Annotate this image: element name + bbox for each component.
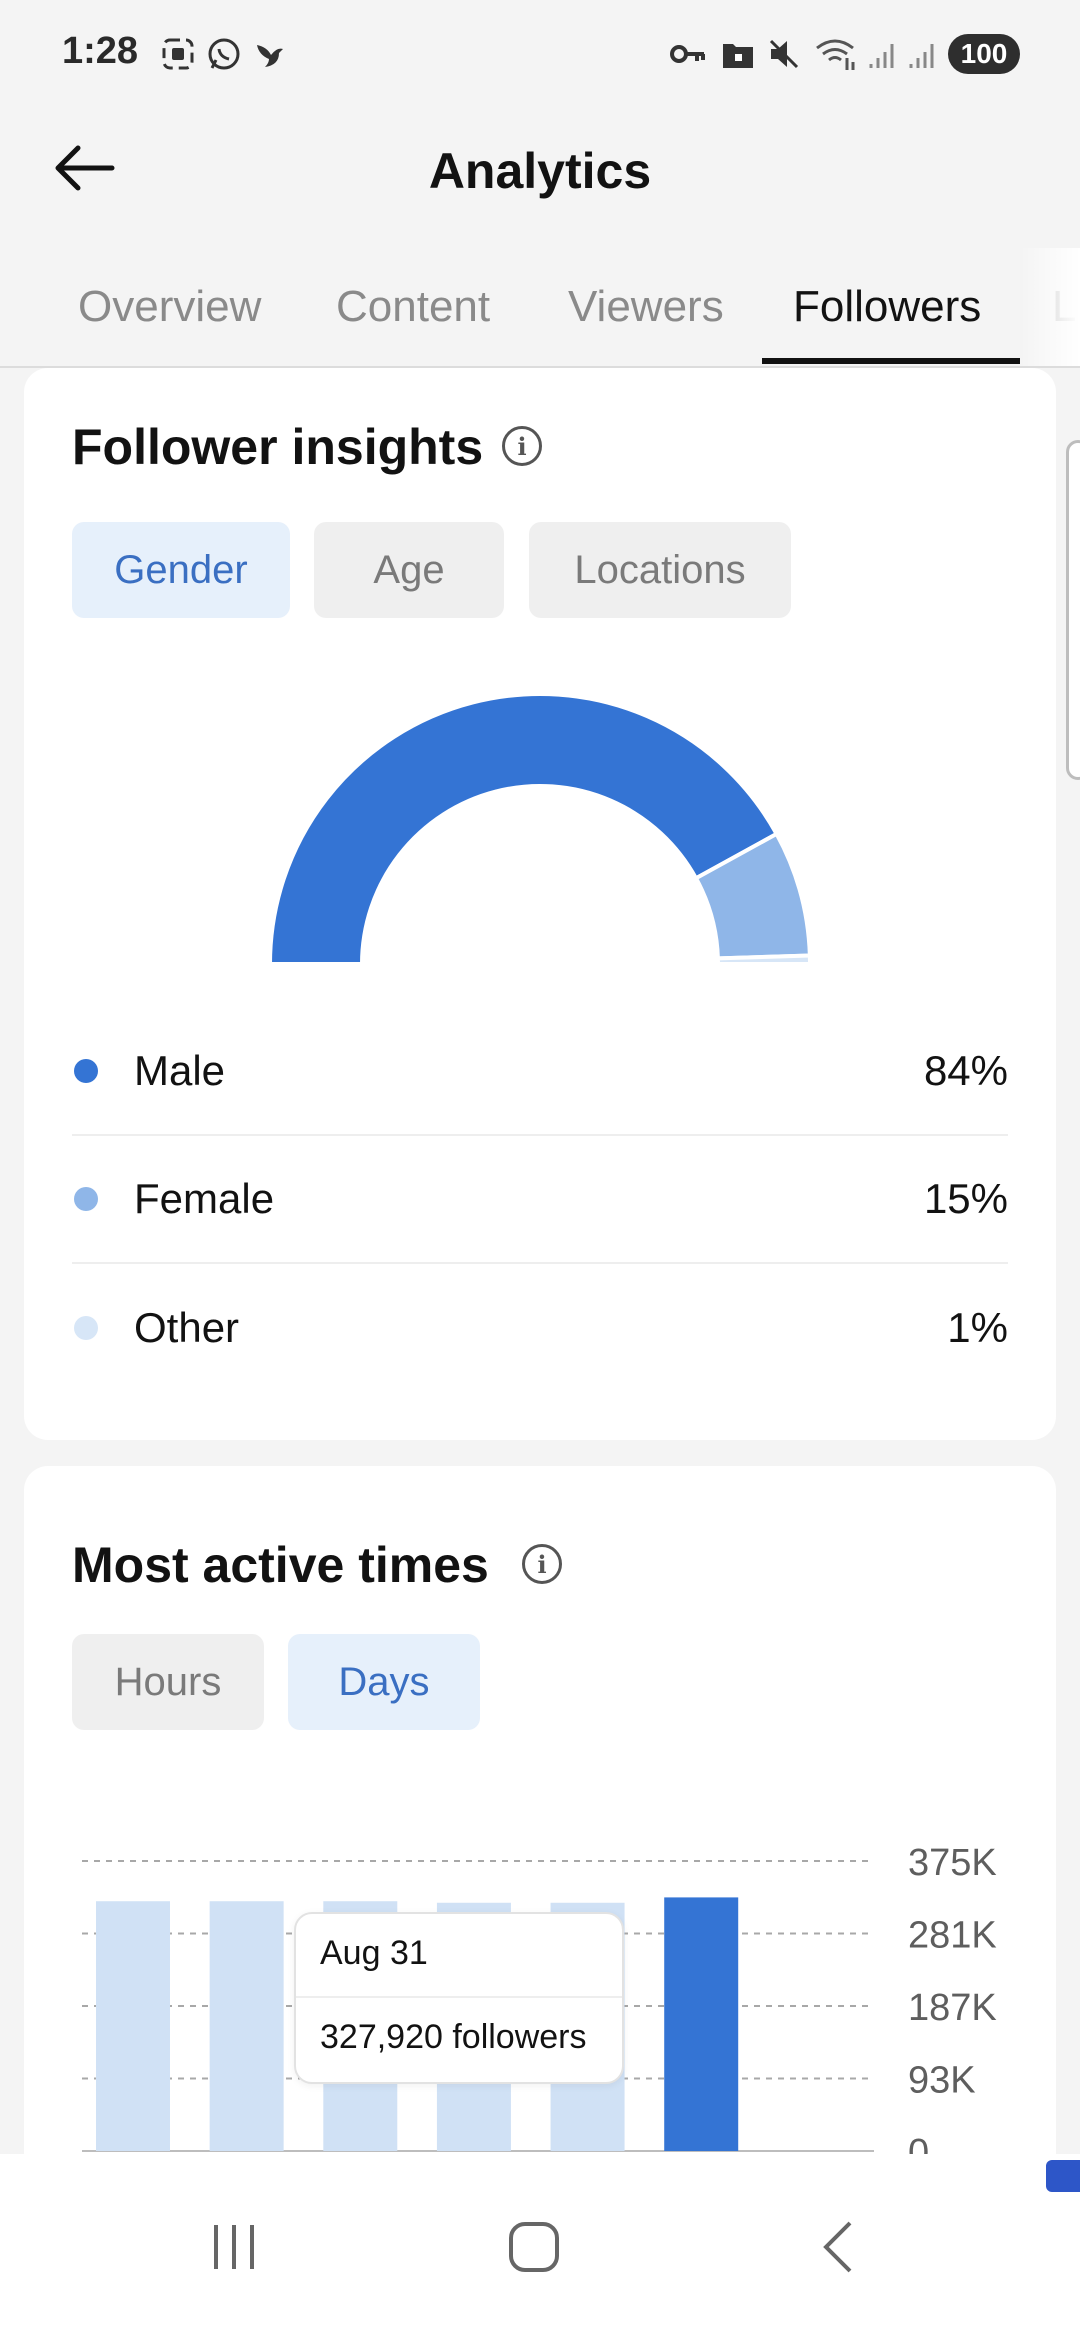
chart-tooltip: Aug 31 327,920 followers [294, 1912, 624, 2084]
legend-value: 15% [923, 1175, 1008, 1222]
status-bar: 1:28 100 [0, 0, 1080, 110]
mute-icon [764, 34, 804, 74]
page-title: Analytics [428, 143, 652, 199]
donut-slice-other[interactable] [715, 953, 813, 966]
activity-bar[interactable] [96, 1901, 170, 2151]
screenshot-icon [158, 34, 198, 74]
y-tick-label: 375K [908, 1842, 997, 1884]
legend-dot-other [74, 1316, 98, 1340]
follower-insights-title: Follower insights [72, 419, 484, 475]
system-back-button[interactable] [788, 2202, 888, 2292]
whatsapp-icon [204, 34, 244, 74]
back-button[interactable] [48, 132, 120, 204]
legend-row-other: Other 1% [72, 1264, 1008, 1392]
arrow-left-icon [55, 145, 115, 191]
tooltip-divider [296, 1996, 622, 1998]
gender-donut-chart [267, 692, 813, 966]
scroll-handle[interactable] [1066, 440, 1080, 780]
activity-bar[interactable] [209, 1901, 284, 2151]
legend-label: Female [134, 1175, 275, 1222]
legend-dot-female [74, 1187, 98, 1211]
app-header: Analytics [0, 110, 1080, 235]
follower-insights-card: Follower insights i Gender Age Locations… [24, 368, 1056, 1440]
key-icon [668, 34, 708, 74]
legend-label: Male [134, 1047, 226, 1094]
info-icon[interactable]: i [522, 1544, 562, 1584]
tab-content[interactable]: Content [336, 282, 491, 331]
tab-overview[interactable]: Overview [78, 282, 262, 331]
signal-icon [864, 34, 900, 74]
filter-days[interactable]: Days [288, 1634, 480, 1730]
floating-badge-icon[interactable] [1046, 2160, 1080, 2192]
status-time: 1:28 [62, 30, 139, 72]
most-active-times-title: Most active times [72, 1537, 489, 1593]
recent-apps-button[interactable] [184, 2202, 284, 2292]
legend-row-male: Male 84% [72, 1008, 1008, 1136]
back-icon [823, 2221, 852, 2273]
tab-followers[interactable]: Followers [793, 282, 982, 331]
filter-gender[interactable]: Gender [72, 522, 290, 618]
active-tab-indicator [762, 358, 1020, 364]
home-button[interactable] [484, 2202, 584, 2292]
filter-locations[interactable]: Locations [529, 522, 791, 618]
bird-icon [250, 34, 290, 74]
most-active-times-card: Most active times i Hours Days 375K 281K 1… [24, 1466, 1056, 2186]
legend-value: 84% [923, 1047, 1008, 1094]
legend-label: Other [134, 1304, 240, 1351]
donut-slice-male[interactable] [267, 692, 780, 966]
activity-bar[interactable] [664, 1897, 739, 2151]
filter-age[interactable]: Age [314, 522, 504, 618]
info-icon[interactable]: i [502, 426, 542, 466]
wifi-icon [812, 34, 860, 74]
tab-fade-overlay [1020, 248, 1080, 366]
tooltip-date: Aug 31 [320, 1934, 428, 1972]
y-tick-label: 187K [908, 1987, 997, 2029]
filter-hours[interactable]: Hours [72, 1634, 264, 1730]
legend-value: 1% [947, 1304, 1008, 1351]
secure-folder-icon [718, 34, 758, 74]
legend-dot-male [74, 1059, 98, 1083]
tab-viewers[interactable]: Viewers [568, 282, 724, 331]
tab-bar: Overview Content Viewers Followers L [0, 270, 1080, 368]
tooltip-value: 327,920 followers [320, 2018, 587, 2056]
recent-apps-icon [214, 2225, 254, 2269]
system-nav-bar [0, 2154, 1080, 2340]
y-tick-label: 281K [908, 1915, 997, 1957]
home-icon [509, 2222, 559, 2272]
battery-indicator: 100 [948, 34, 1020, 74]
y-tick-label: 93K [908, 2060, 976, 2102]
signal-icon [904, 34, 940, 74]
legend-row-female: Female 15% [72, 1136, 1008, 1264]
